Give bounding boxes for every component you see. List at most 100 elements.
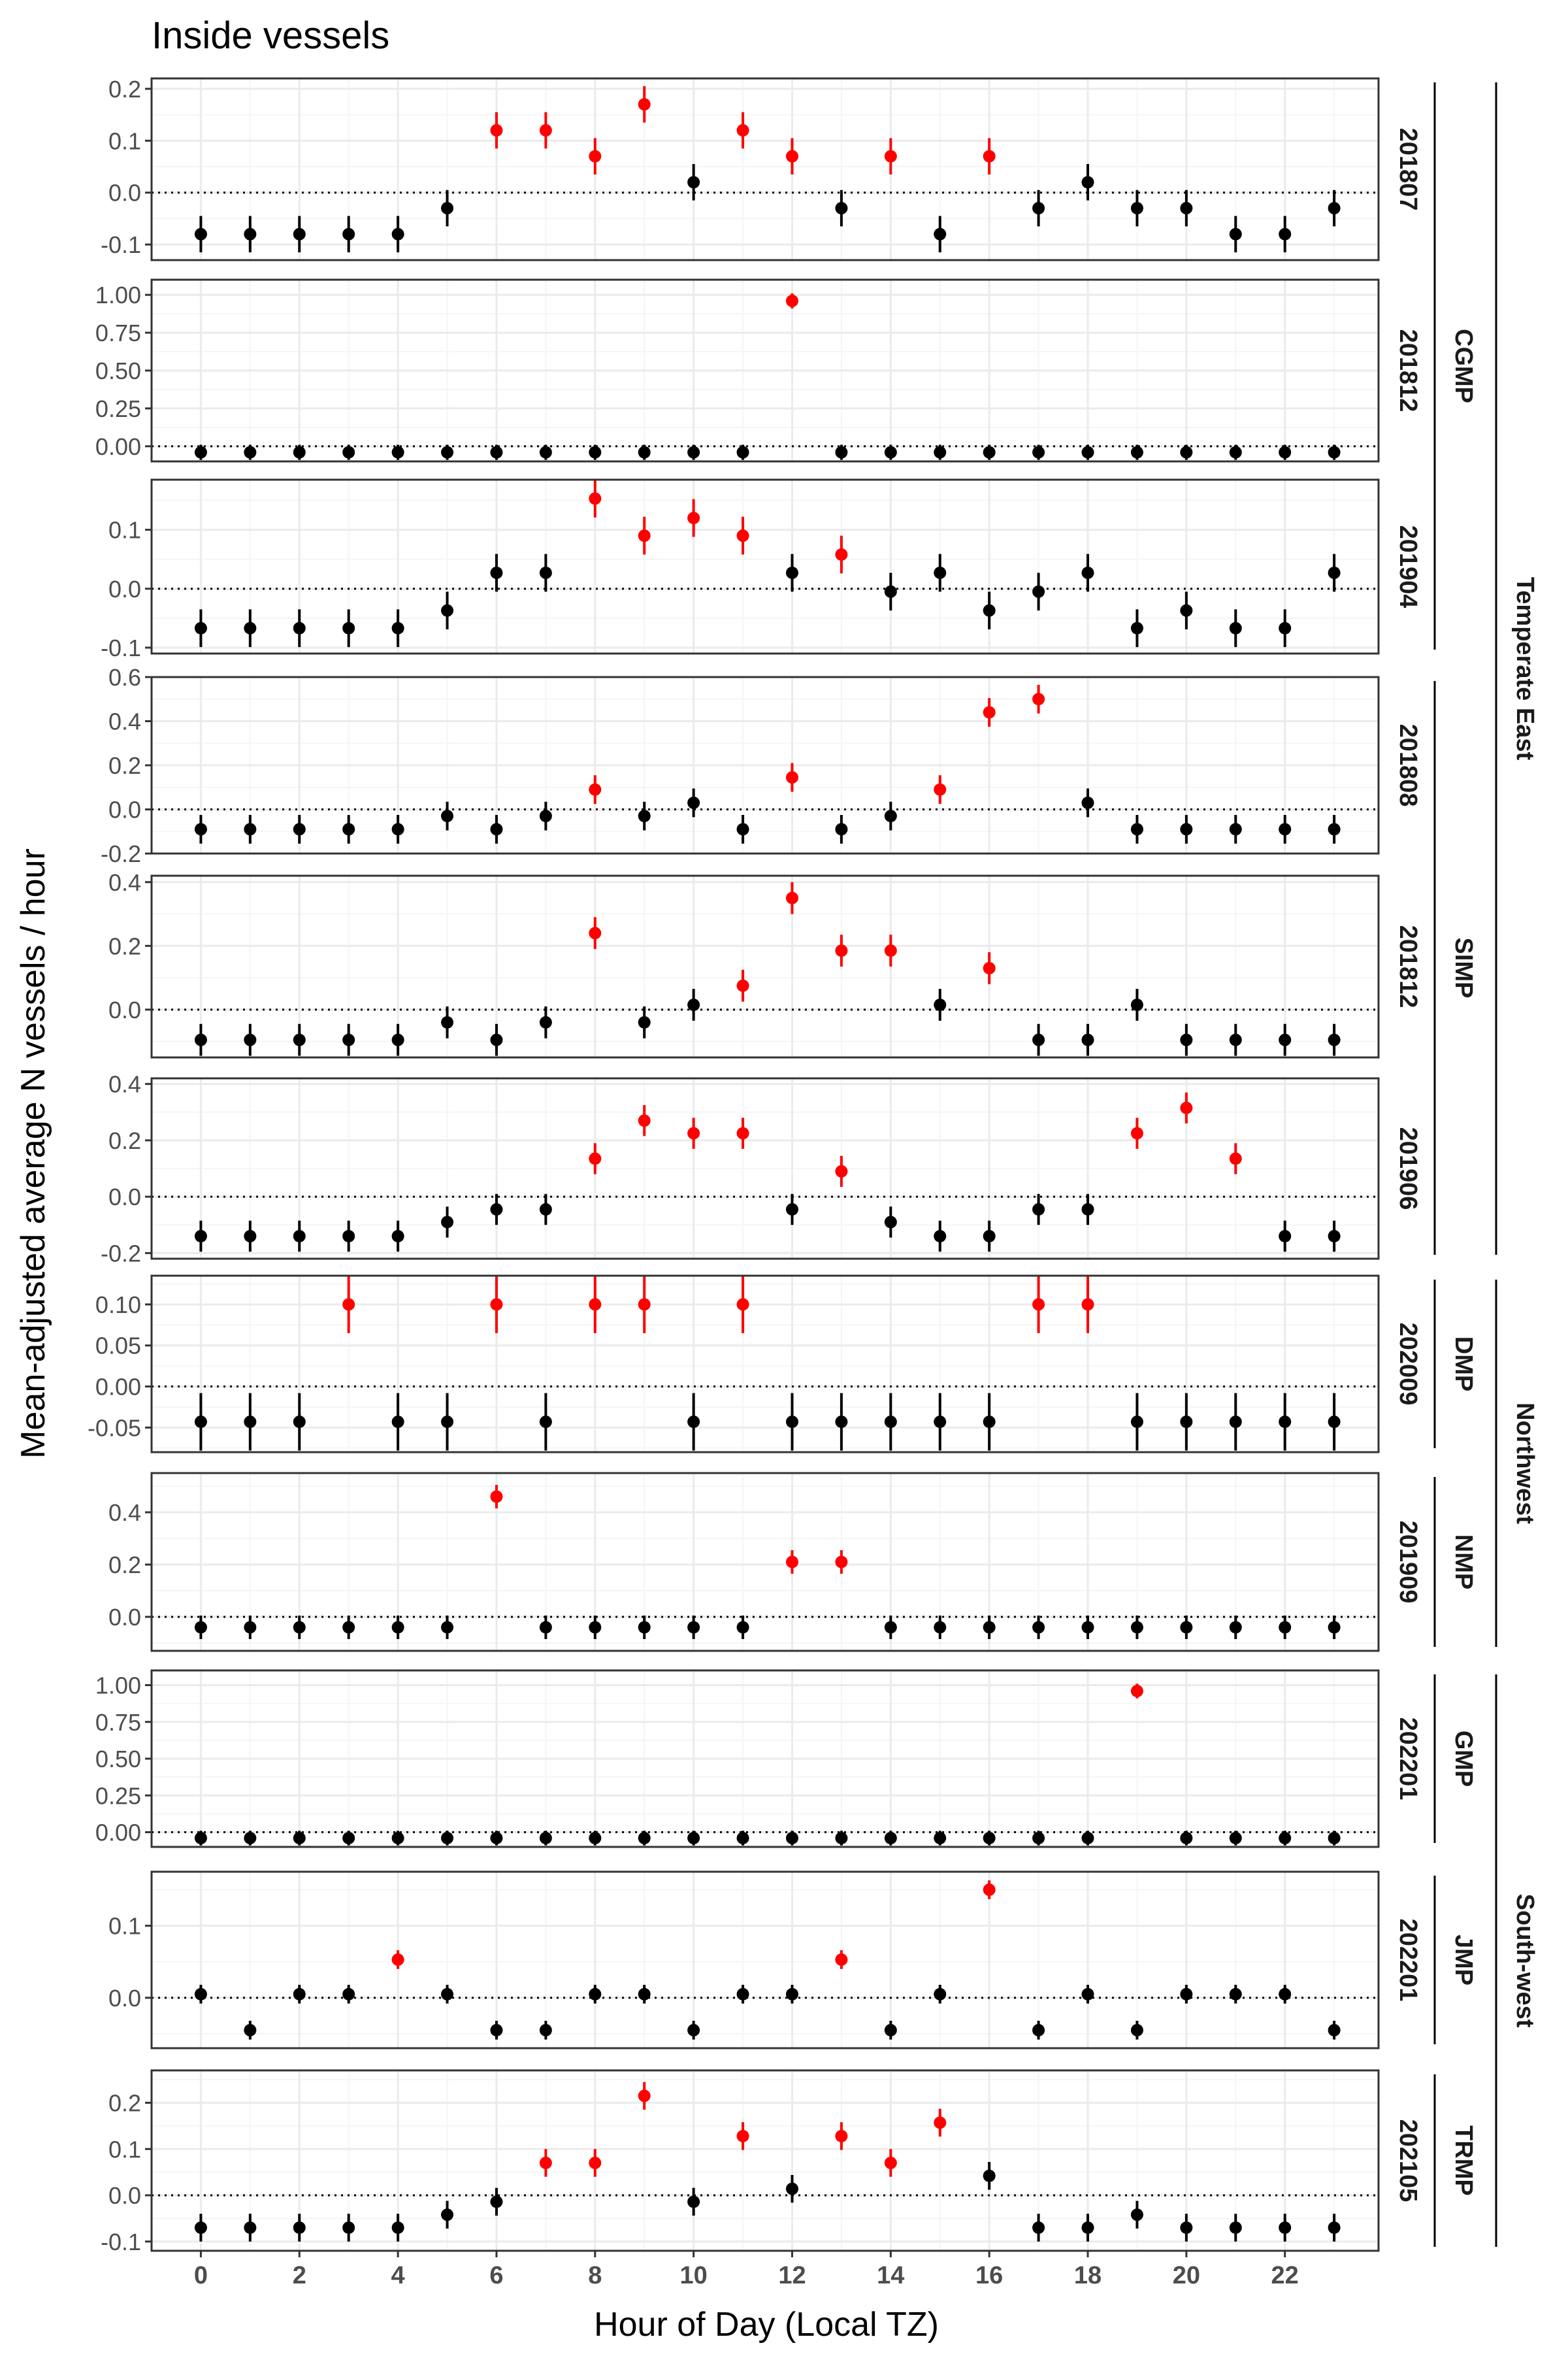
data-point — [441, 1832, 454, 1844]
data-point — [687, 1832, 700, 1844]
data-point — [391, 1621, 404, 1634]
data-point — [638, 1114, 651, 1127]
strip-label-date: 201807 — [1394, 128, 1422, 211]
site-label: GMP — [1450, 1731, 1477, 1787]
data-point — [835, 1416, 848, 1429]
panel-border — [150, 77, 1380, 261]
strip-label-date: 202201 — [1394, 1919, 1422, 2002]
site-group-GMP: GMP — [1433, 1674, 1477, 1843]
region-label: Northwest — [1511, 1402, 1539, 1524]
strips-layer: 201807 201812 201904 201808 201812 201906 2020… — [1394, 82, 1539, 2247]
data-point — [983, 1416, 996, 1429]
data-point — [687, 1416, 700, 1429]
data-point — [934, 1987, 947, 2000]
data-point — [244, 446, 257, 459]
data-point — [1279, 1987, 1292, 2000]
data-point — [1279, 1033, 1292, 1046]
data-point — [194, 1621, 207, 1634]
y-tick-label: 0.25 — [95, 395, 141, 422]
data-point — [342, 446, 355, 459]
site-label: TRMP — [1450, 2125, 1477, 2196]
data-point — [638, 446, 651, 459]
y-tick-label: 0.00 — [95, 433, 141, 460]
y-tick-label: 0.2 — [108, 933, 141, 959]
y-tick-label: 0.0 — [108, 1184, 141, 1210]
data-point — [539, 2023, 552, 2036]
data-point — [1081, 176, 1094, 189]
data-point — [884, 2023, 897, 2036]
data-point — [441, 1216, 454, 1229]
data-point — [342, 1621, 355, 1634]
data-point — [785, 1203, 798, 1216]
data-point — [441, 202, 454, 215]
y-axis-label: Mean-adjusted average N vessels / hour — [14, 848, 52, 1459]
y-tick-label: 0.75 — [95, 1709, 141, 1736]
data-point — [1180, 446, 1193, 459]
y-tick-label: 0.0 — [108, 576, 141, 603]
data-point — [244, 1230, 257, 1242]
chart-title: Inside vessels — [152, 14, 389, 57]
data-point — [934, 1621, 947, 1634]
site-group-NMP: NMP — [1433, 1477, 1477, 1647]
data-point — [983, 1230, 996, 1242]
data-point — [785, 1987, 798, 2000]
data-point — [1279, 446, 1292, 459]
data-point — [194, 622, 207, 635]
data-point — [638, 1621, 651, 1634]
data-point — [1032, 1832, 1045, 1844]
y-tick-label: 1.00 — [95, 1672, 141, 1699]
data-point — [934, 1230, 947, 1242]
data-point — [194, 1033, 207, 1046]
data-point — [736, 1298, 749, 1311]
panel-background — [152, 876, 1379, 1057]
data-point — [293, 1832, 306, 1844]
data-point — [934, 446, 947, 459]
data-point — [441, 1416, 454, 1429]
data-point — [342, 1033, 355, 1046]
data-point — [687, 2195, 700, 2208]
data-point — [589, 492, 602, 505]
data-point — [1328, 202, 1341, 215]
data-point — [736, 529, 749, 542]
data-point — [1081, 1832, 1094, 1844]
panel-2: -0.1 0.0 0.1 — [101, 478, 1380, 661]
data-point — [1279, 1230, 1292, 1242]
panel-4: 0.0 0.2 0.4 — [108, 869, 1380, 1059]
data-point — [1279, 622, 1292, 635]
data-point — [589, 446, 602, 459]
y-tick-label: 0.4 — [108, 1071, 141, 1098]
y-tick-label: 0.1 — [108, 127, 141, 154]
data-point — [736, 823, 749, 836]
data-point — [539, 1832, 552, 1844]
strip-label-date: 201812 — [1394, 329, 1422, 412]
data-point — [835, 1832, 848, 1844]
panel-border — [150, 1870, 1380, 2049]
data-point — [1130, 2023, 1143, 2036]
panel-1: 0.00 0.25 0.50 0.75 1.00 — [95, 278, 1380, 463]
panel-7: 0.0 0.2 0.4 — [108, 1472, 1380, 1652]
data-point — [539, 124, 552, 137]
strip-label-date: 201906 — [1394, 1127, 1422, 1210]
data-point — [293, 1230, 306, 1242]
data-point — [687, 999, 700, 1012]
site-label: SIMP — [1450, 938, 1477, 999]
data-point — [490, 1203, 503, 1216]
data-point — [1180, 2221, 1193, 2234]
data-point — [884, 1216, 897, 1229]
panel-3: -0.2 0.0 0.2 0.4 0.6 — [101, 664, 1380, 867]
data-point — [293, 227, 306, 241]
data-point — [785, 566, 798, 579]
data-point — [934, 783, 947, 796]
data-point — [1328, 1621, 1341, 1634]
data-point — [638, 2089, 651, 2102]
data-point — [1081, 1987, 1094, 2000]
data-point — [638, 810, 651, 823]
data-point — [1328, 446, 1341, 459]
x-tick-label: 8 — [588, 2262, 602, 2289]
data-point — [589, 1832, 602, 1844]
data-point — [687, 176, 700, 189]
panel-background — [152, 78, 1379, 260]
y-tick-label: 0.50 — [95, 357, 141, 384]
data-point — [1229, 227, 1242, 241]
